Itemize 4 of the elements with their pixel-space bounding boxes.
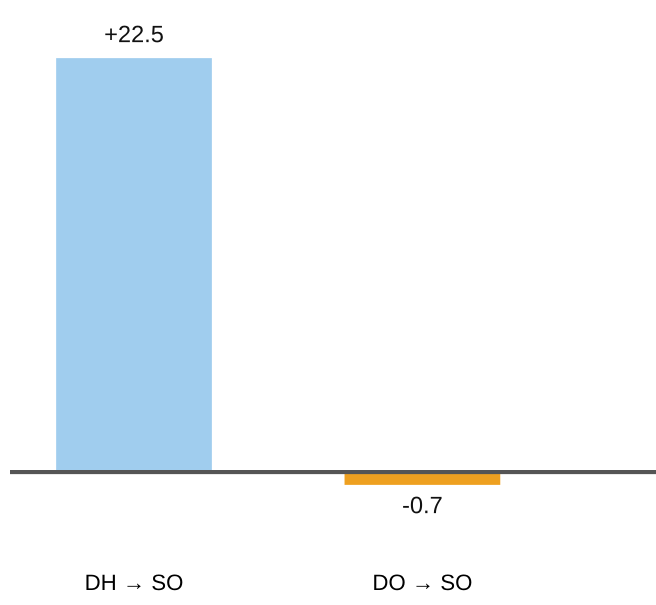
data-label: +22.5 (105, 26, 163, 42)
data-label: -0.7 (403, 496, 442, 514)
x-tick-label: DO → SO (374, 574, 472, 590)
x-tick-label: DH → SO (86, 574, 182, 590)
